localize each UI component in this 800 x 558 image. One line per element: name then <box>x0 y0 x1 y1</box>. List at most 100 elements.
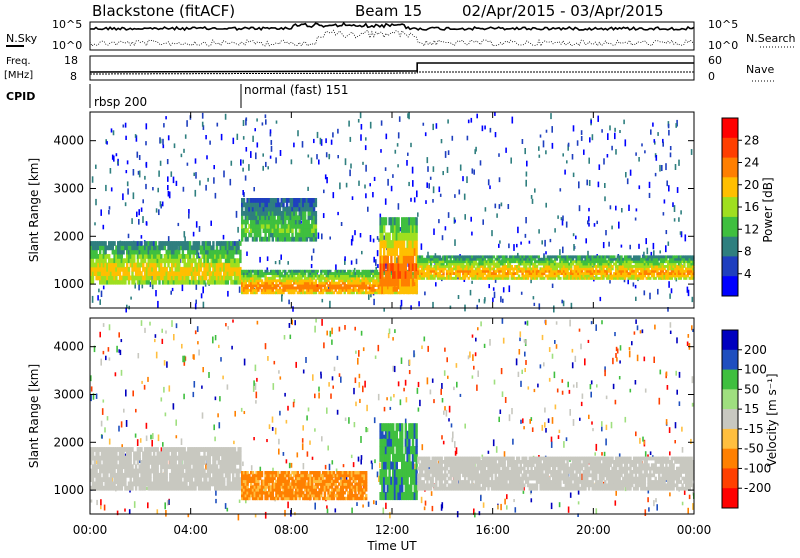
heatmap-cell-0 <box>137 258 139 263</box>
scatter-point <box>390 407 392 410</box>
scatter-point <box>361 124 363 130</box>
scatter-point <box>607 133 609 140</box>
scatter-point <box>630 170 632 176</box>
scatter-point <box>681 427 683 432</box>
heatmap-cell-0 <box>133 280 135 285</box>
scatter-point <box>230 179 232 186</box>
heatmap-cell-0 <box>128 271 130 276</box>
scatter-point <box>669 451 671 455</box>
nave-tick-high: 60 <box>708 54 722 67</box>
scatter-point <box>244 359 246 366</box>
scatter-point <box>620 345 622 350</box>
ytick-label: 4000 <box>53 134 84 148</box>
scatter-point <box>225 114 227 120</box>
scatter-point <box>619 130 621 133</box>
scatter-point <box>167 176 169 181</box>
scatter-point <box>672 202 674 207</box>
scatter-point <box>233 441 235 444</box>
scatter-point <box>244 411 246 414</box>
scatter-point <box>125 123 127 128</box>
scatter-point <box>312 374 314 380</box>
scatter-point <box>578 501 580 504</box>
scatter-point <box>201 293 203 298</box>
scatter-point <box>399 116 401 122</box>
scatter-point <box>100 499 102 505</box>
scatter-point <box>392 337 394 340</box>
scatter-point <box>158 171 160 177</box>
scatter-point <box>614 133 616 139</box>
scatter-point <box>305 357 307 363</box>
scatter-point <box>256 392 258 399</box>
scatter-point <box>441 383 443 389</box>
scatter-point <box>318 233 320 239</box>
colorbar-swatch <box>722 158 738 178</box>
scatter-point <box>498 417 500 422</box>
scatter-point <box>446 357 448 362</box>
scatter-point <box>476 385 478 391</box>
scatter-point <box>172 288 174 291</box>
scatter-point <box>473 366 475 370</box>
scatter-point <box>521 292 523 295</box>
scatter-point <box>351 455 353 458</box>
scatter-point <box>679 372 681 378</box>
heatmap-cell-0 <box>104 250 106 255</box>
scatter-point <box>567 382 569 388</box>
scatter-point <box>526 172 528 177</box>
scatter-point <box>360 459 362 464</box>
scatter-point <box>569 409 571 416</box>
scatter-point <box>265 512 267 519</box>
scatter-point <box>649 182 651 188</box>
scatter-point <box>392 366 394 372</box>
scatter-point <box>356 259 358 264</box>
scatter-point <box>227 291 229 297</box>
scatter-point <box>405 380 407 386</box>
scatter-point <box>302 438 304 443</box>
scatter-point <box>452 438 454 442</box>
scatter-point <box>554 228 556 232</box>
scatter-point <box>432 124 434 130</box>
scatter-point <box>519 349 521 355</box>
scatter-point <box>691 149 693 155</box>
scatter-point <box>269 424 271 429</box>
heatmap-cell-2 <box>279 207 281 212</box>
scatter-point <box>513 499 515 502</box>
scatter-point <box>508 244 510 249</box>
scatter-point <box>668 124 670 128</box>
scatter-point <box>169 385 171 391</box>
scatter-point <box>604 196 606 201</box>
scatter-point <box>339 183 341 190</box>
scatter-point <box>472 354 474 361</box>
scatter-point <box>525 217 527 223</box>
scatter-point <box>273 383 275 390</box>
scatter-point <box>615 400 617 405</box>
scatter-point <box>588 208 590 211</box>
scatter-point <box>257 142 259 147</box>
scatter-point <box>659 250 661 253</box>
scatter-point <box>121 370 123 376</box>
scatter-point <box>653 243 655 249</box>
scatter-point <box>139 155 141 160</box>
scatter-point <box>267 166 269 169</box>
scatter-point <box>581 402 583 406</box>
scatter-point <box>629 347 631 350</box>
scatter-point <box>670 322 672 328</box>
scatter-point <box>524 148 526 154</box>
scatter-point <box>531 195 533 199</box>
scatter-point <box>385 503 387 509</box>
scatter-point <box>198 350 200 356</box>
heatmap-cell-0 <box>219 271 221 276</box>
scatter-point <box>312 457 314 460</box>
scatter-point <box>414 197 416 202</box>
scatter-point <box>343 464 345 467</box>
scatter-point <box>440 389 442 395</box>
scatter-point <box>194 381 196 388</box>
scatter-point <box>245 119 247 126</box>
heatmap-cell-0 <box>209 241 211 246</box>
scatter-point <box>168 500 170 505</box>
scatter-point <box>499 240 501 243</box>
scatter-point <box>668 242 670 246</box>
scatter-point <box>323 342 325 348</box>
scatter-point <box>163 123 165 127</box>
scatter-point <box>124 509 126 512</box>
scatter-point <box>581 130 583 135</box>
